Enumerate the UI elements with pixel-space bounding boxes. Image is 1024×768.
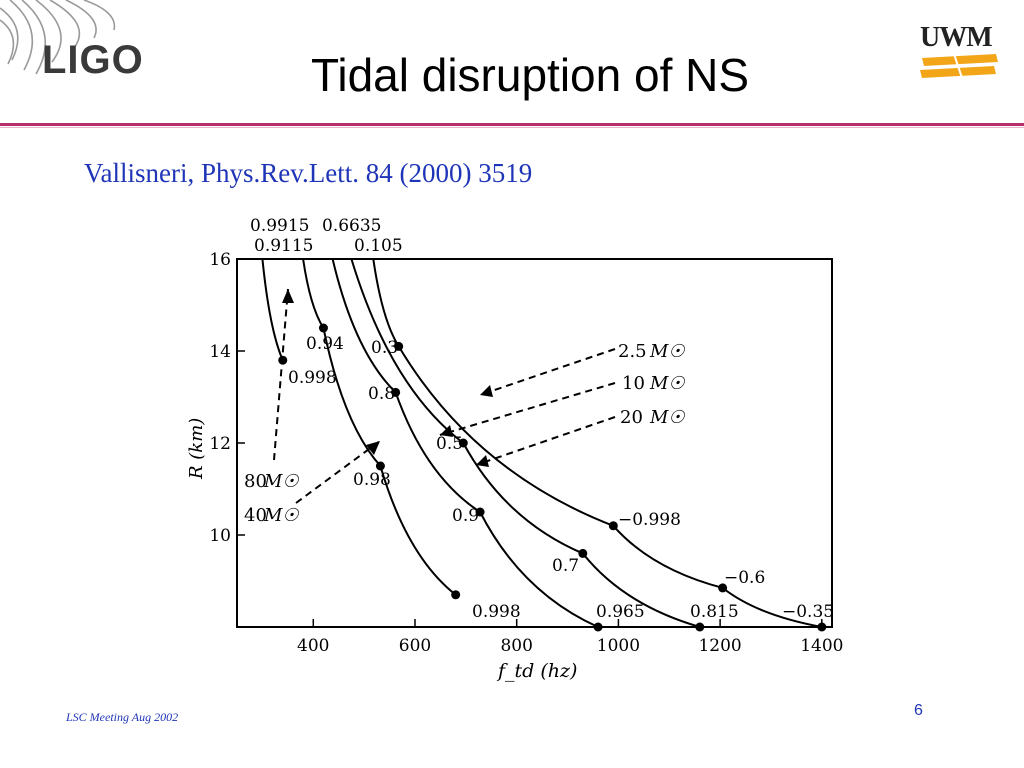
svg-text:M☉: M☉	[263, 471, 299, 492]
curve-2	[302, 258, 457, 596]
svg-text:M☉: M☉	[649, 373, 685, 394]
ligo-logo-text: LIGO	[42, 38, 144, 82]
top-label: 0.105	[354, 236, 403, 256]
mass-label-20: 20 M☉	[620, 407, 685, 428]
header-divider-shadow	[0, 127, 1024, 128]
data-point	[718, 583, 728, 593]
arrowhead	[366, 441, 380, 455]
header-divider	[0, 123, 1024, 126]
ligo-logo	[0, 0, 116, 75]
x-axis-title: f_td (hz)	[496, 660, 577, 682]
tidal-disruption-plot: 400 600 800 1000 1200 1400 10 12 14 16 0.9915 0.6…	[186, 216, 843, 682]
curve-label: 0.998	[288, 368, 337, 388]
x-tick-label: 1200	[698, 636, 741, 656]
curve-1	[261, 258, 284, 361]
mass-label-2p5: 2.5 M☉	[618, 341, 685, 362]
mass-label-10: 10 M☉	[622, 373, 685, 394]
pointer-20	[475, 416, 616, 466]
svg-text:80: 80	[244, 471, 267, 492]
data-point	[608, 521, 618, 531]
arrowhead	[476, 455, 489, 467]
curve-4	[350, 258, 701, 628]
curve-label: 0.8	[368, 384, 395, 404]
top-label: 0.9915	[250, 216, 309, 236]
x-tick-label: 600	[399, 636, 431, 656]
data-point	[817, 622, 827, 632]
svg-text:2.5: 2.5	[618, 341, 647, 362]
mass-label-40: 40 M☉	[244, 505, 299, 526]
data-point	[578, 548, 588, 558]
data-point	[391, 387, 401, 397]
top-label: 0.6635	[322, 216, 381, 236]
y-tick-label: 16	[209, 250, 231, 270]
data-point	[695, 622, 705, 632]
top-label: 0.9115	[254, 236, 313, 256]
data-point	[375, 461, 385, 471]
arrowhead	[440, 425, 453, 437]
data-point	[451, 590, 461, 600]
mass-label-80: 80 M☉	[244, 471, 299, 492]
pointer-40	[295, 440, 381, 504]
data-point	[394, 341, 404, 351]
pointer-2p5	[479, 348, 616, 396]
arrowhead	[282, 289, 294, 303]
curve-label: 0.5	[436, 434, 463, 454]
uwm-logo-text: UWM	[920, 22, 993, 53]
curve-label: 0.9	[452, 506, 479, 526]
pointer-80	[273, 288, 289, 461]
citation: Vallisneri, Phys.Rev.Lett. 84 (2000) 351…	[84, 158, 533, 188]
curve-label: −0.6	[724, 568, 765, 588]
y-tick-label: 14	[209, 342, 231, 362]
curve-label: 0.7	[552, 556, 579, 576]
pointer-10	[439, 382, 616, 436]
curve-label: 0.94	[306, 334, 344, 354]
curve-label: 0.3	[371, 338, 398, 358]
svg-text:20: 20	[620, 407, 643, 428]
curve-label: −0.998	[618, 510, 681, 530]
y-axis-title: R (km)	[186, 418, 207, 480]
y-tick-label: 10	[209, 526, 231, 546]
curve-label: 0.815	[690, 602, 739, 622]
svg-text:40: 40	[244, 505, 267, 526]
x-tick-label: 1000	[597, 636, 640, 656]
data-point	[593, 622, 603, 632]
svg-text:M☉: M☉	[263, 505, 299, 526]
data-point	[475, 507, 485, 517]
curve-label: 0.98	[353, 470, 391, 490]
axis-ticks: 400 600 800 1000 1200 1400 10 12 14 16	[209, 250, 843, 656]
x-tick-label: 1400	[800, 636, 843, 656]
uwm-logo	[920, 53, 998, 79]
data-point	[458, 438, 468, 448]
curves	[261, 258, 823, 628]
svg-text:M☉: M☉	[649, 341, 685, 362]
data-point	[318, 323, 328, 333]
curve-label: 0.998	[472, 602, 521, 622]
x-tick-label: 400	[297, 636, 329, 656]
page-number: 6	[914, 702, 923, 719]
svg-text:M☉: M☉	[649, 407, 685, 428]
slide-title: Tidal disruption of NS	[310, 49, 750, 101]
arrowhead	[480, 385, 493, 397]
x-tick-label: 800	[500, 636, 532, 656]
svg-text:10: 10	[622, 373, 645, 394]
y-tick-label: 12	[209, 434, 231, 454]
curve-label: −0.35	[782, 602, 834, 622]
curve-5	[372, 258, 823, 628]
curve-3	[331, 258, 599, 628]
footer-meeting: LSC Meeting Aug 2002	[66, 710, 179, 724]
curve-label: 0.965	[596, 602, 645, 622]
